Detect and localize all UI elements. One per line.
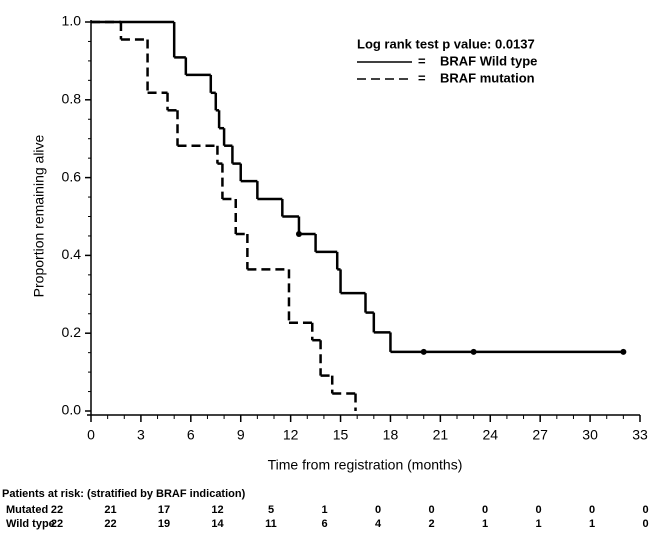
x-tick-label: 3	[137, 427, 145, 443]
risk-count: 1	[589, 518, 595, 530]
x-tick-label: 9	[237, 427, 245, 443]
risk-count: 21	[104, 504, 116, 516]
y-tick-label: 1.0	[62, 13, 82, 29]
risk-count: 0	[589, 504, 595, 516]
y-tick-label: 0.0	[62, 402, 82, 418]
x-tick-label: 27	[532, 427, 548, 443]
risk-count: 6	[321, 518, 327, 530]
y-tick-label: 0.8	[62, 91, 82, 107]
legend-separator: =	[418, 53, 426, 68]
x-tick-label: 6	[187, 427, 195, 443]
risk-row-label: Mutated	[6, 504, 48, 516]
risk-count: 22	[51, 518, 63, 530]
censor-mark	[470, 348, 477, 355]
legend-separator: =	[418, 70, 426, 85]
x-tick-label: 30	[582, 427, 598, 443]
risk-count: 1	[321, 504, 327, 516]
risk-count: 0	[535, 504, 541, 516]
risk-count: 0	[482, 504, 488, 516]
legend-label: BRAF mutation	[440, 70, 535, 85]
x-tick-label: 24	[482, 427, 498, 443]
x-tick-label: 0	[87, 427, 95, 443]
risk-count: 11	[265, 518, 277, 530]
risk-count: 14	[211, 518, 224, 530]
risk-count: 2	[428, 518, 434, 530]
annotation: Log rank test p value: 0.0137	[357, 36, 535, 51]
censor-mark	[420, 348, 427, 355]
risk-count: 17	[158, 504, 170, 516]
risk-count: 1	[482, 518, 488, 530]
y-tick-label: 0.6	[62, 168, 82, 184]
risk-count: 22	[104, 518, 116, 530]
risk-count: 0	[428, 504, 434, 516]
x-tick-label: 21	[433, 427, 449, 443]
y-tick-label: 0.2	[62, 324, 82, 340]
risk-count: 1	[535, 518, 541, 530]
x-tick-label: 15	[333, 427, 349, 443]
risk-count: 0	[375, 504, 381, 516]
x-tick-label: 12	[283, 427, 299, 443]
risk-count: 12	[211, 504, 223, 516]
y-axis-label: Proportion remaining alive	[31, 134, 47, 297]
risk-count: 0	[642, 504, 648, 516]
x-tick-label: 18	[383, 427, 399, 443]
risk-count: 4	[375, 518, 382, 530]
risk-count: 0	[642, 518, 648, 530]
risk-table-title: Patients at risk: (stratified by BRAF in…	[2, 488, 246, 500]
censor-mark	[620, 348, 627, 355]
y-tick-label: 0.4	[62, 246, 82, 262]
x-tick-label: 33	[632, 427, 648, 443]
risk-count: 19	[158, 518, 170, 530]
legend-label: BRAF Wild type	[440, 53, 537, 68]
risk-row-label: Wild type	[6, 518, 55, 530]
risk-count: 22	[51, 504, 63, 516]
censor-mark	[295, 231, 302, 238]
x-axis-label: Time from registration (months)	[268, 457, 463, 473]
risk-count: 5	[268, 504, 274, 516]
